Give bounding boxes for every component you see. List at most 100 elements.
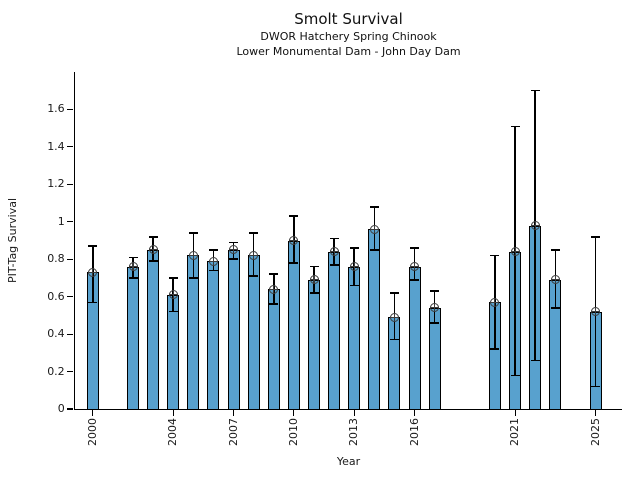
- y-tick-label-0.4: 0.4: [47, 327, 65, 341]
- marker-cross-v: [413, 262, 416, 272]
- error-cap-top-2007: [229, 241, 239, 244]
- marker-2016: [410, 262, 420, 272]
- error-cap-bottom-2012: [329, 264, 339, 266]
- error-cap-top-2015: [389, 292, 399, 294]
- y-tick-0: [66, 408, 74, 410]
- error-cap-top-2003: [148, 236, 158, 238]
- error-cap-bottom-2025: [591, 385, 601, 388]
- error-cap-bottom-2022: [530, 359, 540, 362]
- marker-cross-v: [152, 245, 154, 255]
- error-cap-top-2013: [349, 247, 359, 249]
- x-tick-2000: [92, 410, 94, 416]
- bar-2008: [247, 255, 260, 409]
- error-cap-bottom-2015: [389, 338, 399, 341]
- error-cap-top-2009: [269, 273, 279, 275]
- marker-cross-v: [132, 262, 134, 272]
- error-cap-bottom-2000: [88, 301, 98, 304]
- marker-cross-v: [212, 256, 214, 266]
- error-cap-top-2017: [430, 290, 440, 292]
- marker-cross-v: [594, 307, 597, 317]
- marker-2003: [148, 245, 158, 255]
- error-cap-bottom-2006: [208, 269, 218, 272]
- marker-2020: [490, 297, 500, 307]
- x-tick-2004: [172, 410, 174, 416]
- x-tick-label-2021: 2021: [508, 418, 522, 446]
- marker-2005: [188, 250, 198, 260]
- y-tick-label-0.2: 0.2: [47, 364, 65, 378]
- bar-2012: [328, 251, 341, 409]
- error-cap-top-2012: [329, 237, 339, 240]
- error-cap-bottom-2023: [550, 307, 560, 309]
- title-block: Smolt Survival DWOR Hatchery Spring Chin…: [75, 10, 622, 58]
- marker-2013: [349, 262, 359, 272]
- error-cap-top-2016: [410, 247, 420, 249]
- x-tick-label-2010: 2010: [286, 418, 300, 446]
- marker-2023: [550, 275, 560, 285]
- error-cap-top-2000: [88, 245, 98, 247]
- marker-2007: [229, 245, 239, 255]
- marker-cross-v: [434, 303, 436, 313]
- error-cap-bottom-2002: [128, 277, 138, 279]
- marker-cross-v: [534, 221, 536, 231]
- marker-2002: [128, 262, 138, 272]
- marker-cross-v: [353, 262, 355, 272]
- marker-2011: [309, 275, 319, 285]
- x-tick-2007: [232, 410, 235, 416]
- marker-cross-v: [92, 267, 94, 277]
- marker-cross-v: [313, 275, 315, 285]
- marker-2009: [269, 284, 279, 294]
- x-tick-label-2000: 2000: [85, 418, 99, 446]
- marker-2015: [389, 312, 399, 322]
- y-tick-label-0: 0: [57, 402, 65, 415]
- marker-2000: [88, 267, 98, 277]
- y-tick-0.4: [66, 333, 74, 335]
- marker-cross-v: [393, 312, 395, 322]
- error-cap-top-2006: [208, 249, 218, 251]
- marker-2010: [289, 236, 299, 245]
- error-cap-bottom-2005: [188, 277, 198, 279]
- marker-2008: [249, 250, 259, 260]
- error-cap-top-2020: [490, 254, 500, 257]
- x-tick-2013: [353, 410, 355, 416]
- y-axis-label: PIT-Tag Survival: [6, 198, 19, 284]
- error-cap-bottom-2003: [148, 260, 158, 262]
- error-cap-top-2010: [289, 215, 299, 217]
- chart-subtitle-line2: Lower Monumental Dam - John Day Dam: [236, 45, 461, 58]
- bar-2003: [147, 249, 160, 409]
- error-cap-bottom-2010: [289, 262, 299, 264]
- error-cap-top-2022: [530, 89, 540, 92]
- bar-2006: [207, 261, 220, 409]
- marker-cross-v: [494, 297, 496, 307]
- error-cap-top-2002: [128, 256, 138, 259]
- error-cap-top-2005: [188, 232, 198, 234]
- marker-cross-v: [232, 245, 235, 255]
- bar-2014: [368, 229, 381, 409]
- error-cap-bottom-2013: [349, 284, 359, 287]
- x-tick-label-2016: 2016: [407, 418, 421, 446]
- y-tick-label-1.2: 1.2: [47, 177, 65, 191]
- bar-2011: [308, 279, 320, 409]
- plot-area: 0 0.2 0.4 0.6 0.8 1 1.2 1.4 1.6 2000 2004 2007 2010 2…: [47, 72, 622, 446]
- chart-subtitle-line1: DWOR Hatchery Spring Chinook: [260, 30, 437, 43]
- x-tick-label-2025: 2025: [588, 418, 602, 446]
- x-tick-label-2007: 2007: [226, 418, 240, 446]
- error-cap-bottom-2008: [249, 275, 259, 277]
- bar-2016: [408, 266, 421, 409]
- error-cap-top-2004: [168, 277, 178, 279]
- marker-cross-v: [192, 250, 194, 260]
- y-tick-1.6: [66, 108, 74, 111]
- bar-2009: [267, 289, 280, 409]
- marker-cross-v: [273, 284, 275, 294]
- y-tick-label-1: 1: [57, 214, 65, 228]
- bar-2013: [348, 266, 361, 409]
- x-tick-2010: [293, 410, 295, 416]
- error-cap-bottom-2021: [510, 374, 520, 377]
- error-cap-bottom-2014: [369, 249, 379, 251]
- x-tick-2025: [594, 410, 597, 416]
- error-cap-bottom-2017: [430, 322, 440, 324]
- marker-2021: [510, 247, 520, 257]
- x-axis-label: Year: [336, 455, 361, 468]
- error-cap-bottom-2016: [410, 279, 420, 281]
- x-tick-label-2004: 2004: [166, 418, 180, 446]
